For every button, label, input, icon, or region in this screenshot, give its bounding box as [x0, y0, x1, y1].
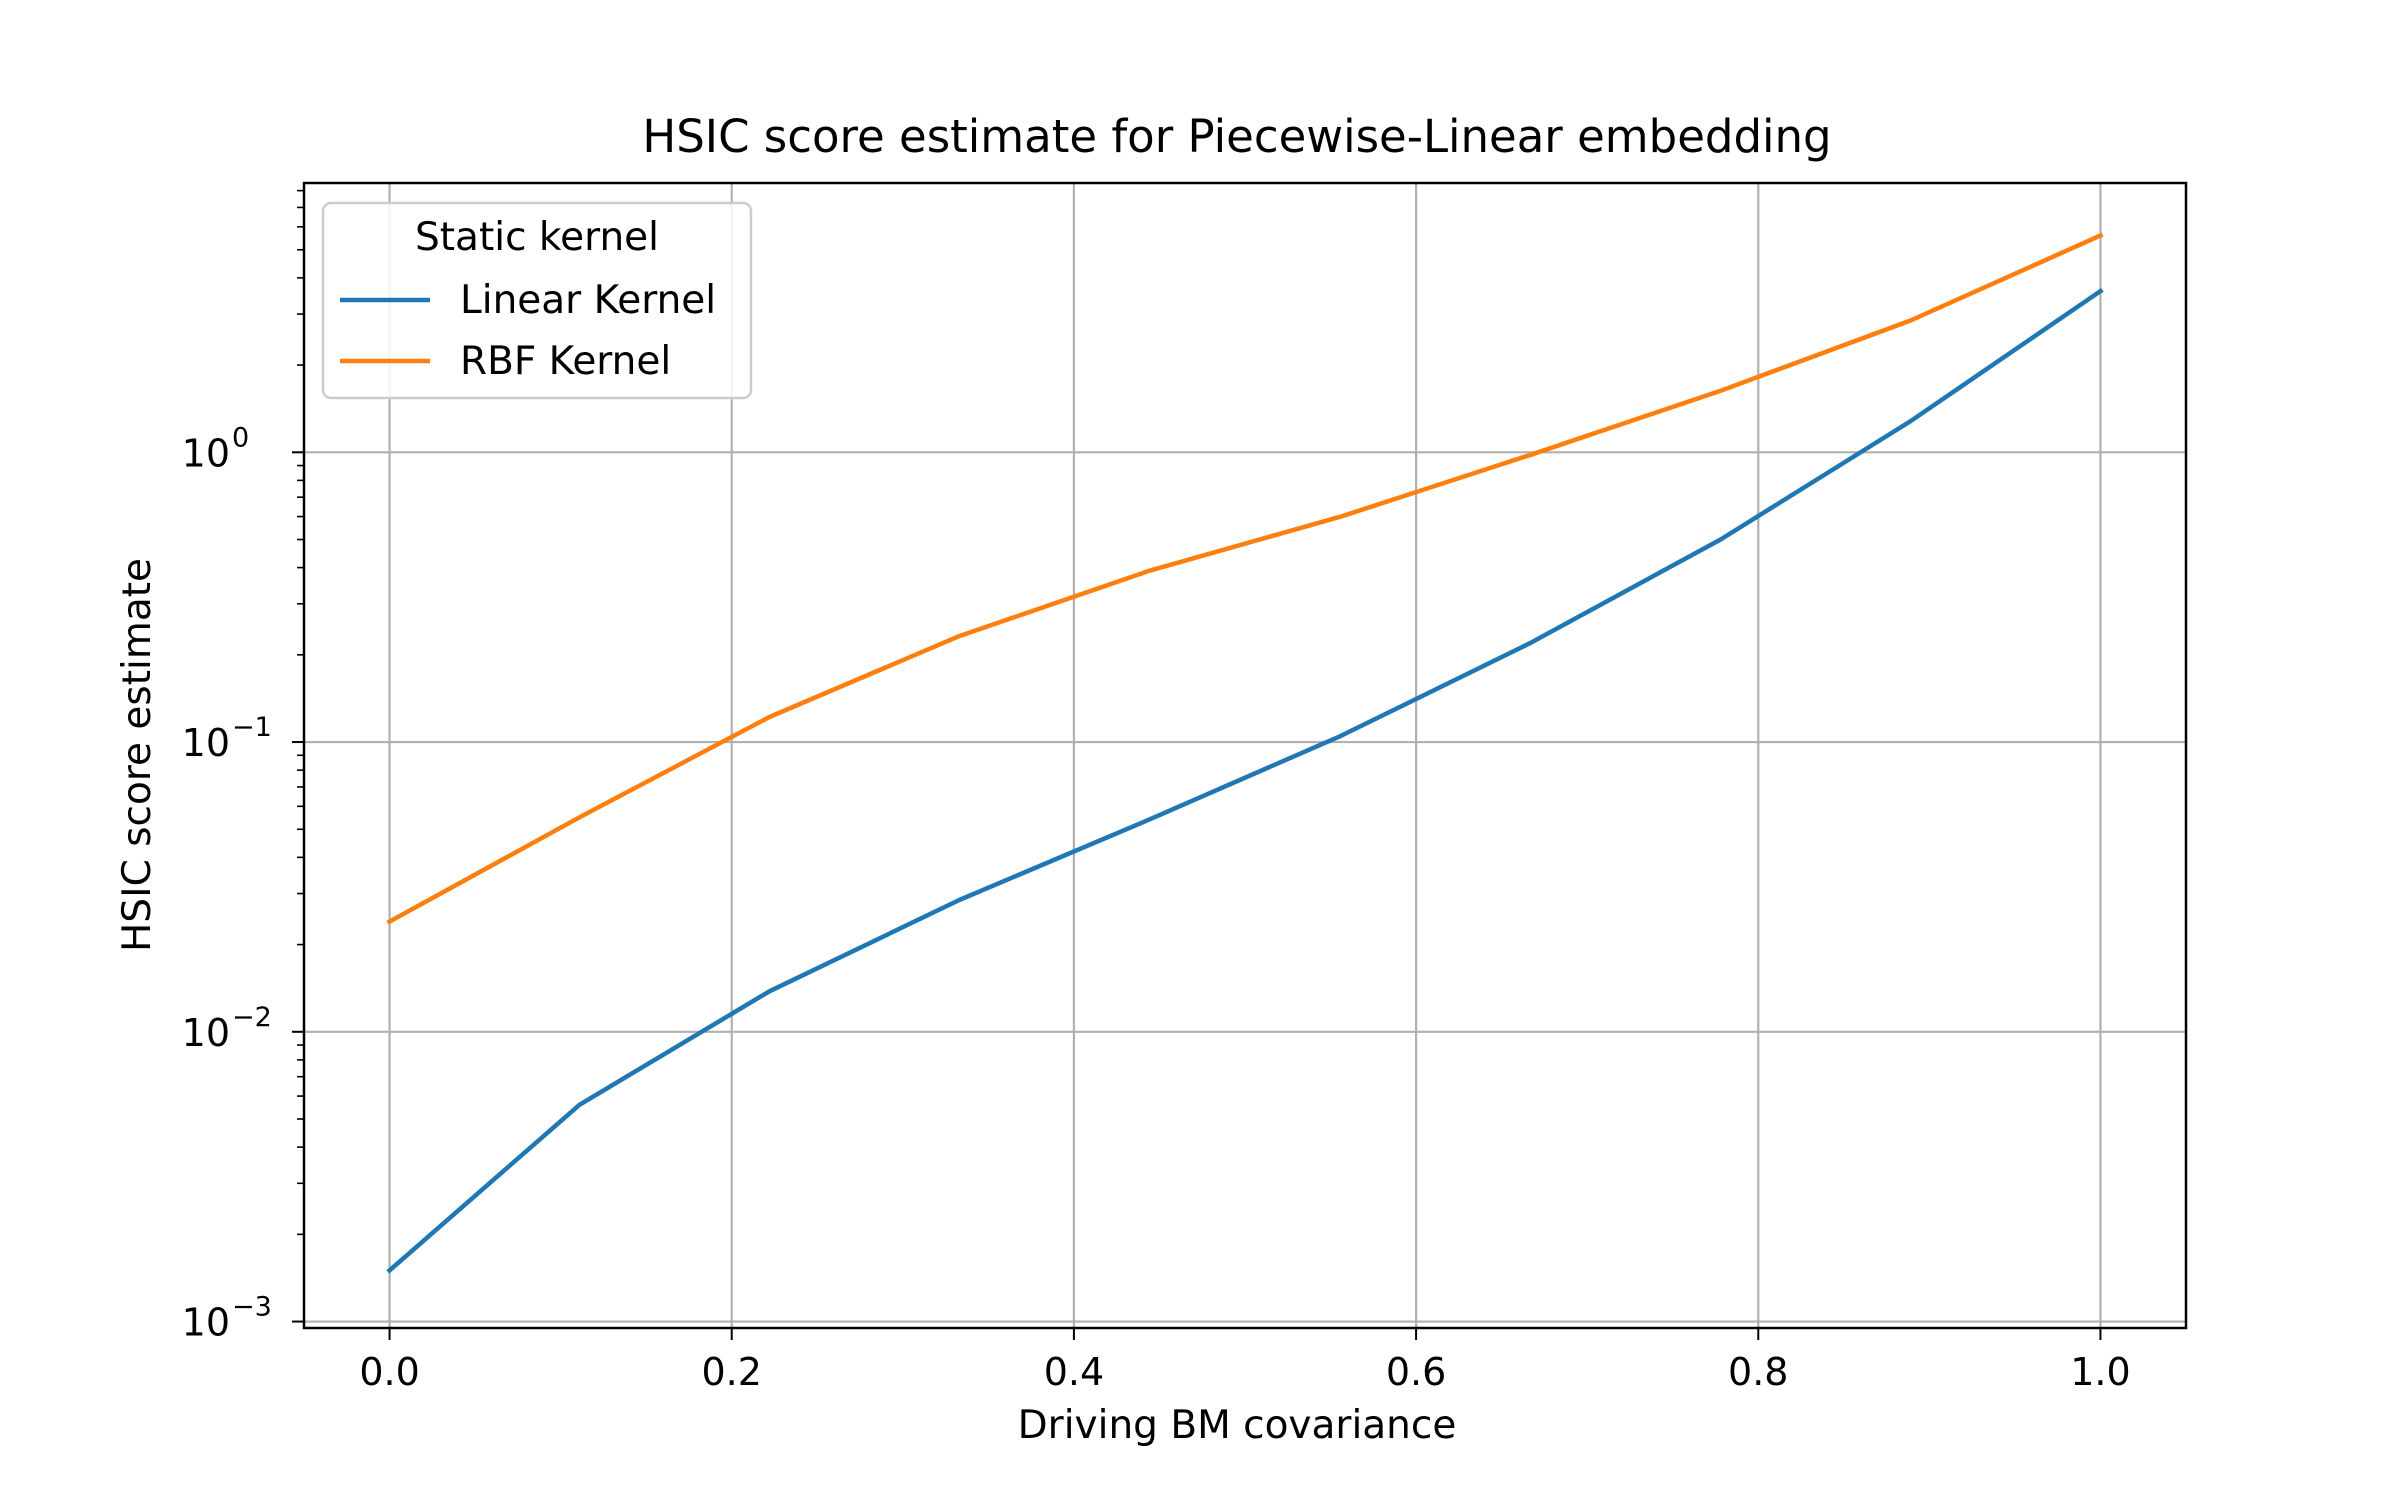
legend-box: [321, 201, 753, 400]
legend-label-rbf-kernel: RBF Kernel: [460, 339, 671, 384]
grid: [304, 183, 2186, 1328]
y-axis-label: HSIC score estimate: [115, 558, 160, 952]
x-tick-label: 0.4: [1044, 1350, 1104, 1394]
legend-title: Static kernel: [415, 215, 659, 260]
x-tick-label: 1.0: [2070, 1350, 2130, 1394]
x-tick-label: 0.2: [702, 1350, 762, 1394]
x-tick-label: 0.8: [1728, 1350, 1788, 1394]
series-line-rbf-kernel: [386, 232, 2104, 925]
x-tick-label: 0.0: [359, 1350, 419, 1394]
x-axis-ticks: 0.0 0.2 0.4 0.6 0.8 1.0: [359, 1328, 2131, 1394]
y-tick-exponent: −1: [232, 712, 272, 743]
legend: Static kernel Linear Kernel RBF Kernel: [321, 201, 753, 400]
legend-label-linear-kernel: Linear Kernel: [460, 278, 716, 323]
y-tick-label: 10: [182, 721, 230, 765]
series-lines: [386, 232, 2104, 1274]
x-tick-label: 0.6: [1386, 1350, 1446, 1394]
legend-items: Linear Kernel RBF Kernel: [340, 278, 716, 384]
y-tick-exponent: −3: [232, 1292, 272, 1323]
series-line-linear-kernel: [386, 287, 2104, 1274]
y-tick-exponent: 0: [232, 422, 249, 453]
y-tick-exponent: −2: [232, 1002, 272, 1033]
y-tick-label: 10: [182, 431, 230, 475]
chart-title: HSIC score estimate for Piecewise-Linear…: [642, 110, 1831, 163]
y-tick-label: 10: [182, 1301, 230, 1345]
x-axis-label: Driving BM covariance: [1018, 1403, 1457, 1448]
y-tick-label: 10: [182, 1011, 230, 1055]
